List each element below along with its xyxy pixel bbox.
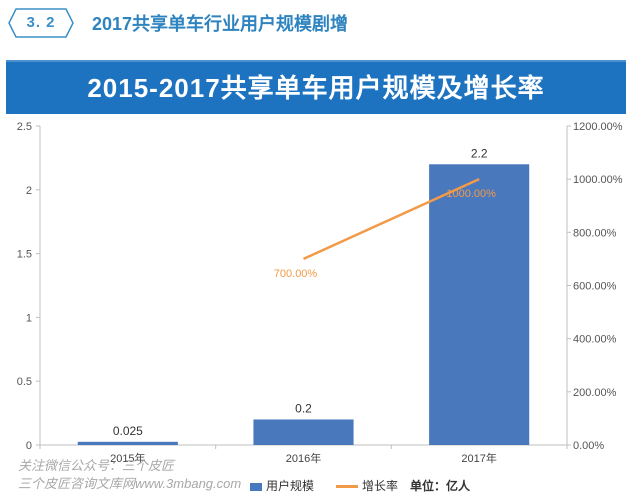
bar-2 [253,419,354,445]
line-value-label: 1000.00% [446,188,496,200]
right-tick-label: 200.00% [573,387,617,399]
combo-chart: 0 0.5 1 1.5 2 2.5 0.00% 200.00% 400.00% 600.00% 80… [17,121,623,465]
x-tick-label: 2017年 [461,451,496,465]
left-tick-label: 2 [26,185,32,197]
section-title: 2017共享单车行业用户规模剧增 [92,14,349,34]
chart-legend: 用户规模 增长率 单位：亿人 [250,476,610,496]
bar-3 [429,164,530,445]
bar-1 [77,441,178,445]
left-tick-label: 0 [26,440,32,452]
unit-label: 单位：亿人 [410,479,471,493]
section-number: 3. 2 [26,14,56,31]
legend-item-line: 增长率 [336,476,398,496]
growth-rate-line [302,178,480,261]
line-value-label: 700.00% [274,268,318,280]
section-badge-shape [8,8,74,38]
left-tick-label: 2.5 [17,121,32,133]
right-tick-label: 1000.00% [573,174,623,186]
legend-bar-label: 用户规模 [266,479,315,493]
chart-title: 2015-2017共享单车用户规模及增长率 [87,73,545,103]
left-tick-label: 1.5 [17,249,32,261]
left-tick-label: 1 [26,312,32,324]
left-tick-label: 0.5 [17,376,32,388]
bar-value-label: 0.2 [295,401,312,415]
legend-line-swatch [336,485,358,489]
x-tick-label: 2015年 [110,451,145,465]
chart-title-banner: 2015-2017共享单车用户规模及增长率 [6,60,626,114]
legend-bar-swatch [250,482,262,491]
section-header: 3. 2 2017共享单车行业用户规模剧增 [0,0,632,50]
watermark-line-2: 三个皮匠咨询文库网www.3mbang.com [18,476,242,491]
bar-value-label: 0.025 [113,424,143,438]
right-tick-label: 400.00% [573,334,617,346]
x-tick-label: 2016年 [286,451,321,465]
right-tick-label: 0.00% [573,440,604,452]
legend-line-label: 增长率 [362,479,399,493]
right-tick-label: 800.00% [573,227,617,239]
section-number-badge: 3. 2 [8,8,74,38]
watermark-line-1: 关注微信公众号：三个皮匠 [18,458,175,473]
legend-item-bar: 用户规模 [250,476,314,496]
right-tick-label: 1200.00% [573,121,623,133]
bar-value-label: 2.2 [471,146,488,160]
right-tick-label: 600.00% [573,281,617,293]
